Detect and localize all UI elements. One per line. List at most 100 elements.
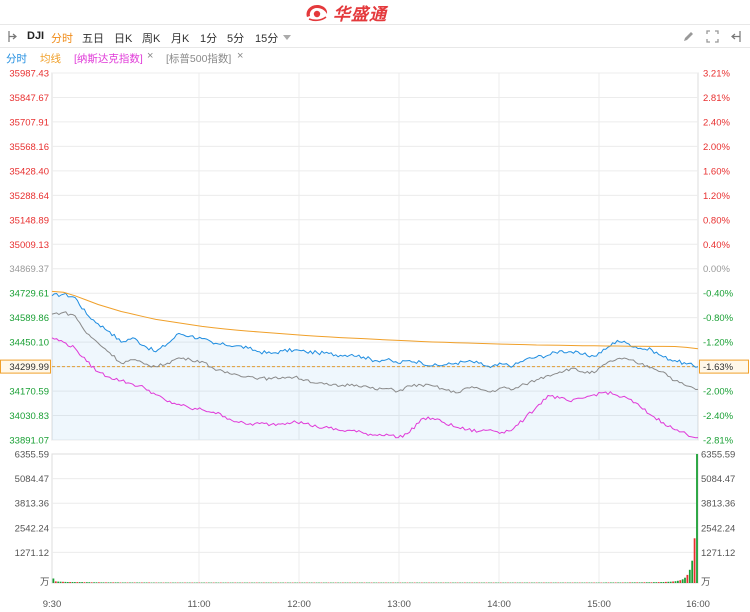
volume-tick-label-right: 6355.59	[701, 450, 735, 461]
volume-tick-label: 6355.59	[15, 450, 49, 461]
volume-bar	[100, 582, 103, 583]
volume-bar	[688, 569, 691, 583]
volume-bar	[76, 582, 79, 583]
pct-tick-label: -2.81%	[703, 436, 734, 447]
period-tab-intraday[interactable]: 分时	[51, 33, 73, 45]
pct-tick-label: 3.21%	[703, 69, 730, 80]
chart-grid	[51, 72, 699, 584]
volume-bar	[660, 582, 662, 583]
volume-bar	[107, 582, 110, 583]
volume-bar	[648, 582, 651, 583]
volume-bar	[624, 582, 627, 583]
brand-logo: 华盛通	[304, 1, 387, 25]
volume-bar	[696, 454, 698, 583]
pencil-icon[interactable]	[682, 30, 695, 43]
volume-tick-label: 3813.36	[15, 499, 49, 510]
volume-unit-label: 万	[40, 577, 50, 588]
period-tab-five-day[interactable]: 五日	[82, 33, 104, 45]
collapse-right-icon[interactable]	[730, 31, 741, 42]
volume-bar	[86, 582, 88, 583]
period-tab-daily-k[interactable]: 日K	[114, 33, 133, 45]
chart-legend: 分时 均线 [纳斯达克指数] × [标普500指数] ×	[0, 48, 750, 66]
volume-bar	[93, 582, 95, 583]
volume-bar	[645, 582, 648, 583]
series-intraday-line	[51, 292, 699, 369]
period-tab-1min[interactable]: 1分	[200, 33, 218, 45]
volume-bar	[52, 578, 55, 583]
volume-bar	[679, 580, 682, 583]
period-tab-weekly-k[interactable]: 周K	[142, 33, 161, 45]
volume-bar	[148, 582, 150, 583]
volume-unit-label-right: 万	[701, 577, 711, 588]
volume-bar	[143, 582, 146, 583]
volume-bar	[650, 582, 653, 583]
volume-bar	[131, 582, 134, 583]
pct-tick-label: 0.40%	[703, 240, 730, 251]
remove-sp500-button[interactable]: ×	[237, 50, 244, 62]
intraday-chart[interactable]: 9:30 11:00 12:00 13:00 14:00 15:00 16:00 6355.5…	[0, 66, 750, 612]
volume-bar	[669, 581, 672, 583]
price-tick-label: 35707.91	[9, 117, 49, 128]
legend-nasdaq: [纳斯达克指数]	[74, 53, 143, 65]
pct-tick-label: -1.63%	[703, 362, 734, 373]
volume-bars	[52, 454, 698, 583]
time-tick-label: 12:00	[287, 599, 311, 610]
pct-tick-label: 2.00%	[703, 142, 730, 153]
legend-average: 均线	[40, 53, 61, 65]
price-tick-label: 33891.07	[9, 436, 49, 447]
period-tab-monthly-k[interactable]: 月K	[171, 33, 190, 45]
pct-tick-label: 1.60%	[703, 166, 730, 177]
volume-bar	[617, 582, 619, 583]
collapse-left-icon[interactable]	[8, 31, 18, 42]
volume-bar	[636, 582, 639, 583]
last-price-marker	[0, 359, 51, 374]
volume-bar	[83, 582, 86, 583]
period-tab-15min[interactable]: 15分	[255, 33, 279, 45]
pct-tick-label: -2.40%	[703, 411, 734, 422]
time-tick-label: 16:00	[686, 599, 710, 610]
volume-bar	[626, 582, 629, 583]
volume-bar	[105, 582, 107, 583]
volume-bar	[71, 582, 74, 583]
price-tick-label: 35428.40	[9, 166, 49, 177]
price-tick-label: 35148.89	[9, 215, 49, 226]
volume-panel-border	[51, 453, 699, 584]
price-tick-label: 34030.83	[9, 411, 49, 422]
period-tab-5min[interactable]: 5分	[227, 33, 245, 45]
volume-bar	[112, 582, 115, 583]
remove-nasdaq-button[interactable]: ×	[147, 50, 154, 62]
volume-bar	[57, 581, 60, 583]
price-tick-label: 35847.67	[9, 93, 49, 104]
brand-mark-icon	[306, 5, 328, 22]
fullscreen-icon[interactable]	[706, 30, 719, 43]
volume-bar	[638, 582, 641, 583]
volume-bar	[686, 574, 689, 583]
volume-tick-label: 2542.24	[15, 523, 49, 534]
volume-bar	[653, 582, 655, 583]
price-tick-label: 34729.61	[9, 289, 49, 300]
volume-bar	[64, 581, 67, 583]
pct-tick-label: -2.00%	[703, 387, 734, 398]
volume-bar	[665, 581, 667, 583]
volume-bar	[633, 582, 636, 583]
volume-bar	[78, 582, 81, 583]
price-tick-label: 35987.43	[9, 69, 49, 80]
volume-bar	[145, 582, 148, 583]
volume-bar	[119, 582, 122, 583]
legend-intraday: 分时	[6, 53, 27, 65]
pct-tick-label: -1.20%	[703, 338, 734, 349]
pct-tick-label: 2.40%	[703, 117, 730, 128]
series-sp500-line	[51, 311, 699, 394]
volume-bar	[98, 582, 100, 583]
price-tick-label: 35009.13	[9, 240, 49, 251]
chevron-down-icon[interactable]	[283, 35, 291, 40]
brand-name: 华盛通	[333, 4, 387, 25]
volume-bar	[88, 582, 91, 583]
symbol-label: DJI	[27, 30, 45, 42]
volume-bar	[605, 582, 607, 583]
pct-tick-label: 0.80%	[703, 215, 730, 226]
price-tick-label: 35568.16	[9, 142, 49, 153]
legend-sp500: [标普500指数]	[166, 53, 232, 65]
chart-axes: 9:30 11:00 12:00 13:00 14:00 15:00 16:00 6355.5…	[0, 69, 749, 610]
time-tick-label: 13:00	[387, 599, 411, 610]
